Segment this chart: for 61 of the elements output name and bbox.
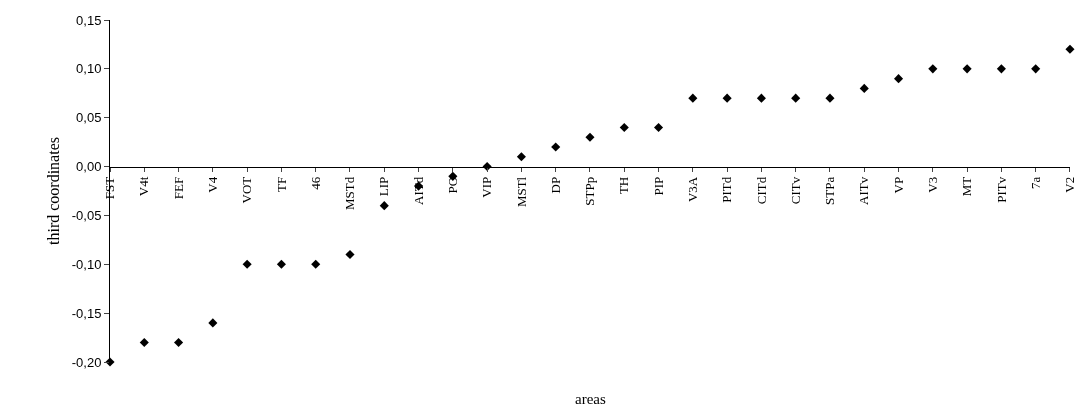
point bbox=[345, 249, 355, 260]
x-tick-label: TH bbox=[616, 176, 632, 195]
x-tick-label: VOT bbox=[239, 176, 255, 204]
y-tick-label: -0,05 bbox=[71, 207, 102, 223]
point bbox=[174, 337, 184, 348]
x-tick-label: DP bbox=[547, 176, 563, 194]
x-tick-label: V4 bbox=[205, 176, 221, 193]
y-tick-label: 0,00 bbox=[76, 159, 102, 175]
x-tick-label: FEF bbox=[170, 176, 186, 200]
point bbox=[1031, 64, 1041, 74]
x-tick-label: V3 bbox=[925, 176, 941, 193]
x-tick-label: MSTl bbox=[513, 176, 529, 208]
point bbox=[516, 152, 526, 162]
x-tick-label: STPp bbox=[582, 176, 598, 206]
point bbox=[276, 259, 286, 269]
point bbox=[242, 259, 252, 269]
y-tick-label: -0,15 bbox=[71, 305, 102, 321]
point bbox=[756, 93, 766, 103]
point bbox=[654, 122, 664, 133]
y-tick-label: 0,15 bbox=[76, 12, 102, 28]
x-tick-label: VP bbox=[890, 176, 906, 194]
point bbox=[1065, 44, 1075, 54]
point bbox=[825, 93, 835, 103]
x-tick-label: TF bbox=[273, 176, 289, 192]
y-tick-label: 0,05 bbox=[76, 110, 102, 126]
point bbox=[585, 132, 595, 142]
y-tick-label: 0,10 bbox=[76, 61, 102, 77]
point bbox=[791, 93, 801, 103]
point bbox=[859, 83, 869, 93]
point bbox=[208, 318, 218, 328]
point bbox=[311, 259, 321, 269]
y-tick-label: -0,10 bbox=[71, 256, 102, 272]
x-tick-label: PIP bbox=[650, 176, 666, 196]
point bbox=[722, 93, 732, 103]
y-tick-label: -0,20 bbox=[71, 354, 102, 370]
x-axis-title: areas bbox=[575, 391, 606, 407]
y-axis-title: third coordinates bbox=[44, 137, 62, 245]
x-tick-label: V3A bbox=[685, 176, 701, 203]
point bbox=[996, 64, 1006, 74]
point bbox=[688, 93, 698, 103]
x-tick-label: 7a bbox=[1027, 176, 1043, 190]
x-tick-label: LIP bbox=[376, 176, 392, 197]
point bbox=[893, 74, 904, 84]
point bbox=[619, 122, 629, 133]
x-tick-label: AITv bbox=[856, 176, 872, 205]
point bbox=[962, 64, 972, 74]
x-tick-label: 46 bbox=[307, 176, 323, 190]
x-tick-label: VIP bbox=[479, 176, 495, 198]
point bbox=[551, 142, 561, 152]
x-tick-label: CITv bbox=[787, 176, 803, 205]
point bbox=[928, 64, 938, 74]
point bbox=[139, 337, 149, 348]
x-tick-label: MSTd bbox=[342, 176, 358, 211]
x-tick-label: STPa bbox=[822, 176, 838, 205]
point bbox=[379, 201, 389, 211]
x-tick-label: PITd bbox=[719, 176, 735, 203]
x-tick-label: PITv bbox=[993, 176, 1009, 203]
x-tick-label: V4t bbox=[136, 176, 152, 197]
x-tick-label: MT bbox=[959, 176, 975, 197]
x-tick-label: V2 bbox=[1062, 176, 1078, 193]
x-tick-label: CITd bbox=[753, 176, 769, 205]
